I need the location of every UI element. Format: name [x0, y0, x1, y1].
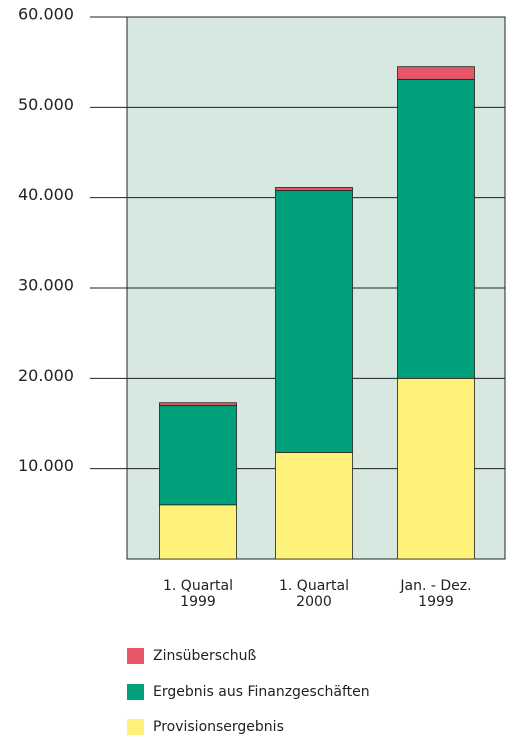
legend-swatch: [127, 684, 144, 700]
y-tick-label: 20.000: [18, 366, 74, 385]
bar-segment: [159, 504, 237, 560]
x-tick-label: 1. Quartal 2000: [279, 578, 349, 610]
bar-segment: [275, 452, 353, 560]
legend-label: Provisionsergebnis: [153, 719, 284, 735]
bar-segment: [397, 66, 475, 80]
x-tick-label: 1. Quartal 1999: [163, 578, 233, 610]
y-tick-label: 60.000: [18, 5, 74, 24]
bar-segment: [275, 187, 353, 191]
y-tick-label: 10.000: [18, 456, 74, 475]
y-tick-label: 50.000: [18, 95, 74, 114]
legend-label: Ergebnis aus Finanzgeschäften: [153, 684, 370, 700]
bar-segment: [397, 78, 475, 379]
legend-swatch: [127, 719, 144, 735]
y-tick-label: 30.000: [18, 276, 74, 295]
bar-segment: [397, 377, 475, 560]
x-tick-label: Jan. - Dez. 1999: [399, 578, 471, 610]
bar-segment: [159, 405, 237, 506]
y-tick-label: 40.000: [18, 185, 74, 204]
legend-label: Zinsüberschuß: [153, 648, 257, 664]
bar-segment: [275, 190, 353, 453]
legend-swatch: [127, 648, 144, 664]
bar-segment: [159, 402, 237, 406]
